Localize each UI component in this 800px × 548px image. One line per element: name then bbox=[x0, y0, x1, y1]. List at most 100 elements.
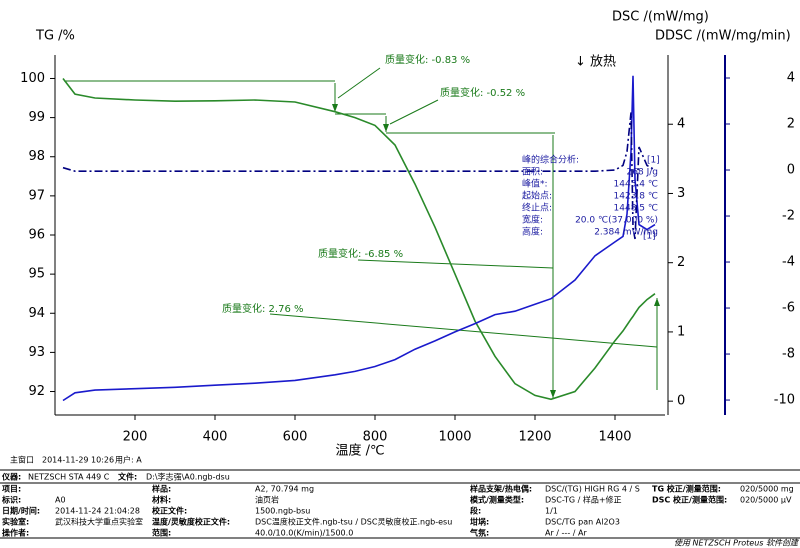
table-label: 校正文件: bbox=[152, 506, 187, 516]
table-label: 材料: bbox=[152, 495, 171, 505]
table-label: 实验室: bbox=[2, 517, 29, 527]
annotation: 质量变化: -6.85 % bbox=[318, 247, 403, 260]
series-line bbox=[62, 75, 656, 402]
y2-tick-label: 2 bbox=[677, 255, 685, 270]
table-value: DSC/(TG) HIGH RG 4 / S bbox=[545, 485, 640, 494]
table-value: 1/1 bbox=[545, 507, 558, 516]
footer-window: 主窗口 bbox=[10, 455, 34, 465]
table-value: A0 bbox=[55, 496, 66, 505]
peak-value: 1423.8 ℃ bbox=[614, 192, 658, 202]
peak-title: 峰的综合分析: bbox=[522, 154, 579, 166]
y2-tick-label: 4 bbox=[677, 117, 685, 132]
series-line bbox=[62, 112, 656, 240]
table-label: 模式/测量类型: bbox=[470, 495, 524, 505]
footer-user: 用户: A bbox=[115, 455, 142, 465]
y3-tick-label: -10 bbox=[774, 393, 795, 408]
y-tick-label: 98 bbox=[28, 149, 45, 164]
table-value: 40.0/10.0(K/min)/1500.0 bbox=[255, 529, 353, 538]
table-label: 日期/时间: bbox=[2, 506, 40, 516]
annotation: [1] bbox=[643, 232, 656, 242]
table-value: DSC-TG / 样品+修正 bbox=[545, 495, 622, 505]
footer-time: 2014-11-29 10:26 bbox=[42, 456, 114, 465]
table-label: 样品支架/热电偶: bbox=[470, 484, 532, 494]
annotation: 质量变化: -0.52 % bbox=[440, 86, 525, 99]
x-tick-label: 600 bbox=[283, 430, 308, 445]
table-label: 操作者: bbox=[2, 528, 29, 538]
x-tick-label: 1000 bbox=[438, 430, 471, 445]
peak-label: 终止点: bbox=[522, 202, 552, 214]
y3-tick-label: -4 bbox=[782, 255, 795, 270]
table-label: 样品: bbox=[152, 484, 171, 494]
table-value: 武汉科技大学重点实验室 bbox=[55, 517, 143, 527]
annotation: [1] bbox=[647, 156, 660, 166]
peak-value: 268 J/g bbox=[627, 168, 658, 178]
series-line bbox=[62, 78, 656, 401]
peak-value: 1448.5 ℃ bbox=[614, 204, 658, 214]
peak-value: 2.384 mW/mg bbox=[594, 228, 658, 238]
annotation-arrows bbox=[332, 104, 660, 398]
table-label: 范围: bbox=[152, 528, 171, 538]
table-value: 020/5000 μV bbox=[740, 496, 792, 505]
table-value: DSC温度校正文件.ngb-tsu / DSC灵敏度校正.ngb-esu bbox=[255, 517, 452, 527]
peak-label: 起始点: bbox=[522, 190, 552, 202]
table-label: 气氛: bbox=[469, 528, 489, 538]
table-label: 文件: bbox=[118, 472, 137, 482]
y3-tick-label: 4 bbox=[787, 71, 795, 86]
table-label: 项目: bbox=[2, 485, 21, 494]
x-tick-label: 800 bbox=[363, 430, 388, 445]
y-axis-title: TG /% bbox=[35, 29, 75, 44]
annotation: 质量变化: 2.76 % bbox=[222, 302, 304, 315]
y3-tick-label: 0 bbox=[787, 163, 795, 178]
y-tick-label: 96 bbox=[28, 228, 45, 243]
table-value: NETZSCH STA 449 C bbox=[28, 473, 110, 482]
x-tick-label: 400 bbox=[203, 430, 228, 445]
x-axis-title: 温度 /℃ bbox=[335, 443, 384, 459]
y3-axis-title: DDSC /(mW/mg/min) bbox=[655, 29, 791, 44]
y-tick-label: 95 bbox=[28, 267, 45, 282]
peak-label: 高度: bbox=[522, 226, 543, 238]
table-value: 2014-11-24 21:04:28 bbox=[55, 507, 140, 516]
peak-label: 面积: bbox=[522, 166, 543, 178]
y3-tick-label: -6 bbox=[782, 301, 795, 316]
x-tick-label: 1200 bbox=[518, 430, 551, 445]
table-label: 段: bbox=[470, 506, 481, 516]
peak-value: 20.0 ℃(37.000 %) bbox=[575, 216, 658, 226]
peak-label: 峰值*: bbox=[522, 178, 548, 190]
y2-tick-label: 3 bbox=[677, 186, 685, 201]
y-tick-label: 99 bbox=[28, 110, 45, 125]
y2-axis-title: DSC /(mW/mg) bbox=[612, 10, 709, 25]
y2-tick-label: 1 bbox=[677, 324, 685, 339]
table-label: TG 校正/测量范围: bbox=[652, 484, 721, 494]
y-tick-label: 100 bbox=[20, 71, 45, 86]
y-tick-label: 97 bbox=[28, 188, 45, 203]
peak-label: 宽度: bbox=[522, 214, 543, 226]
table-value: D:\李志强\A0.ngb-dsu bbox=[146, 472, 230, 482]
table-label: DSC 校正/测量范围: bbox=[652, 495, 727, 505]
y3-tick-label: -8 bbox=[782, 347, 795, 362]
table-value: DSC/TG pan Al2O3 bbox=[545, 518, 620, 527]
annotation: ↓ 放热 bbox=[575, 55, 616, 70]
y-tick-label: 94 bbox=[28, 306, 45, 321]
table-value: 020/5000 mg bbox=[740, 485, 794, 494]
credit: 使用 NETZSCH Proteus 软件创建 bbox=[674, 539, 799, 548]
x-tick-label: 1400 bbox=[598, 430, 631, 445]
table-label: 仪器: bbox=[1, 473, 21, 482]
table-label: 坩埚: bbox=[470, 517, 489, 527]
peak-value: 1445.4 ℃ bbox=[614, 180, 658, 190]
y-tick-label: 93 bbox=[28, 345, 45, 360]
y2-tick-label: 0 bbox=[677, 394, 685, 409]
y3-tick-label: -2 bbox=[782, 209, 795, 224]
annotation: 质量变化: -0.83 % bbox=[385, 53, 470, 66]
y3-tick-label: 2 bbox=[787, 117, 795, 132]
table-value: 油页岩 bbox=[255, 495, 279, 505]
table-value: A2, 70.794 mg bbox=[255, 485, 314, 494]
table-value: 1500.ngb-bsu bbox=[255, 507, 310, 516]
x-tick-label: 200 bbox=[123, 430, 148, 445]
annotation-lines bbox=[64, 67, 658, 398]
table-value: Ar / --- / Ar bbox=[545, 529, 587, 538]
table-label: 标识: bbox=[1, 495, 21, 505]
table-label: 温度/灵敏度校正文件: bbox=[152, 517, 230, 527]
y-tick-label: 92 bbox=[28, 384, 45, 399]
